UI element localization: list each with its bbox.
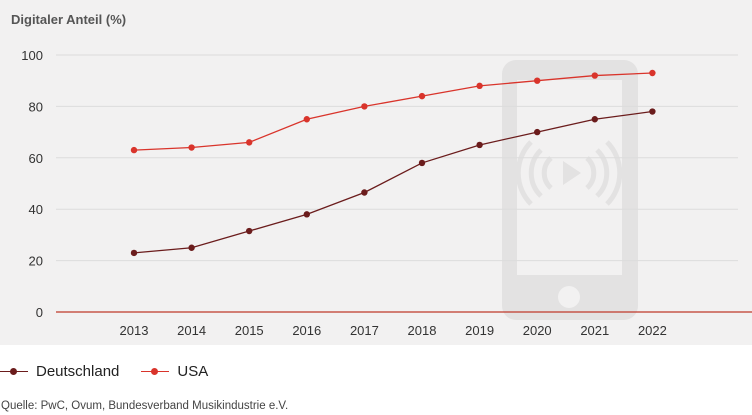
data-point-deutschland-2013[interactable] bbox=[130, 249, 138, 257]
y-tick-label: 60 bbox=[29, 151, 43, 166]
x-tick-label: 2013 bbox=[120, 323, 149, 338]
x-tick-label: 2018 bbox=[408, 323, 437, 338]
y-axis-title: Digitaler Anteil (%) bbox=[11, 12, 127, 27]
data-point-deutschland-2018[interactable] bbox=[418, 159, 426, 167]
data-point-deutschland-2017[interactable] bbox=[361, 189, 368, 196]
data-point-deutschland-2021[interactable] bbox=[591, 116, 598, 123]
data-point-usa-2015[interactable] bbox=[246, 139, 253, 146]
legend-swatch-usa-icon bbox=[141, 364, 170, 378]
data-point-usa-2018[interactable] bbox=[418, 92, 426, 100]
data-point-usa-2019[interactable] bbox=[476, 82, 483, 90]
data-point-deutschland-2020[interactable] bbox=[534, 128, 541, 136]
line-chart: 0 20 40 60 80 100 2013 2014 2015 2016 2017 2018 201… bbox=[21, 48, 752, 338]
data-point-deutschland-2022[interactable] bbox=[649, 108, 656, 115]
series-line-usa bbox=[133, 72, 653, 151]
legend-item-usa[interactable]: USA bbox=[141, 363, 208, 380]
y-tick-label: 100 bbox=[21, 48, 43, 63]
legend-swatch-deutschland-icon bbox=[0, 364, 28, 378]
x-tick-label: 2020 bbox=[523, 323, 552, 338]
data-point-usa-2022[interactable] bbox=[649, 69, 656, 77]
y-tick-label: 20 bbox=[29, 254, 43, 269]
data-point-usa-2020[interactable] bbox=[534, 77, 541, 84]
data-point-deutschland-2019[interactable] bbox=[476, 141, 483, 149]
y-tick-label: 80 bbox=[29, 99, 43, 114]
x-tick-label: 2014 bbox=[177, 323, 206, 338]
data-point-usa-2021[interactable] bbox=[591, 72, 598, 79]
y-tick-label: 0 bbox=[36, 305, 43, 320]
source-note: Quelle: PwC, Ovum, Bundesverband Musikin… bbox=[1, 400, 289, 412]
smartphone-play-icon bbox=[502, 60, 638, 320]
data-point-deutschland-2015[interactable] bbox=[246, 227, 253, 235]
legend-label-deutschland: Deutschland bbox=[36, 362, 120, 380]
x-tick-label: 2015 bbox=[235, 323, 264, 338]
x-tick-label: 2019 bbox=[465, 323, 494, 338]
data-point-usa-2013[interactable] bbox=[130, 146, 138, 154]
x-tick-label: 2016 bbox=[292, 323, 321, 338]
y-tick-label: 40 bbox=[29, 202, 43, 217]
data-point-deutschland-2014[interactable] bbox=[188, 244, 195, 251]
series-line-deutschland bbox=[133, 110, 653, 254]
legend: Deutschland USA bbox=[0, 361, 230, 381]
data-point-deutschland-2016[interactable] bbox=[303, 211, 310, 218]
x-tick-label: 2017 bbox=[350, 323, 379, 338]
data-point-usa-2016[interactable] bbox=[303, 116, 310, 123]
data-point-usa-2017[interactable] bbox=[361, 103, 368, 110]
x-tick-label: 2021 bbox=[580, 323, 609, 338]
chart-area: 0 20 40 60 80 100 2013 2014 2015 2016 2017 2018 201… bbox=[0, 0, 752, 345]
legend-label-usa: USA bbox=[177, 362, 209, 380]
data-point-usa-2014[interactable] bbox=[188, 144, 195, 151]
x-tick-label: 2022 bbox=[638, 323, 667, 338]
legend-item-deutschland[interactable]: Deutschland bbox=[0, 363, 119, 380]
